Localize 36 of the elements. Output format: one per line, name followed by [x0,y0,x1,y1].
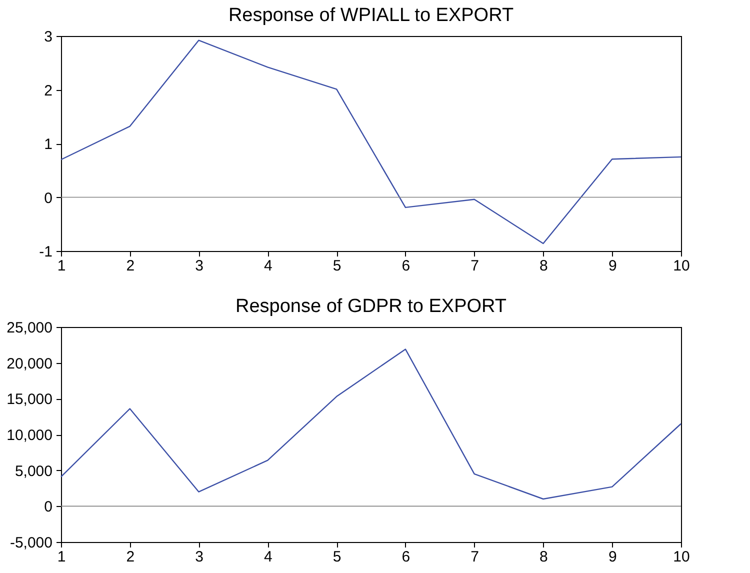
y-tick-label: 5,000 [14,462,52,480]
y-tick-label: 10,000 [6,427,52,444]
y-tick-label: 0 [44,498,52,516]
x-tick-label: 8 [540,258,548,274]
x-tick-label: 1 [57,548,66,566]
y-tick-label: 3 [44,28,52,46]
y-tick-label: -1 [39,244,52,260]
line-series [60,348,682,500]
x-tick-label: 4 [264,258,272,274]
x-tick-label: 6 [402,548,410,566]
x-tick-label: 10 [673,258,690,274]
x-tick-label: 4 [264,548,272,566]
x-tick-label: 6 [402,258,410,274]
x-tick-label: 9 [608,258,617,274]
x-tick-label: 1 [57,258,66,274]
y-tick-label: 0 [44,190,52,207]
y-tick-label: 15,000 [6,391,52,408]
x-tick-label: 10 [673,548,690,566]
chart-title: Response of GDPR to EXPORT [235,296,507,317]
y-tick-label: 20,000 [6,355,52,372]
x-tick-label: 3 [195,258,204,274]
x-tick-label: 2 [126,548,135,566]
line-series [60,40,682,244]
x-tick-label: 5 [332,258,342,274]
y-tick-label: 1 [44,136,52,153]
y-tick-label: 25,000 [6,320,52,336]
x-tick-label: 8 [540,548,548,566]
x-tick-label: 7 [470,548,480,566]
x-tick-label: 5 [332,548,342,566]
x-tick-label: 2 [126,258,135,274]
x-tick-label: 7 [470,258,480,274]
x-tick-label: 3 [195,548,204,566]
x-tick-label: 9 [608,548,617,566]
y-tick-label: 2 [44,82,52,100]
y-tick-label: -5,000 [10,534,52,552]
chart-title: Response of WPIALL to EXPORT [228,5,514,26]
